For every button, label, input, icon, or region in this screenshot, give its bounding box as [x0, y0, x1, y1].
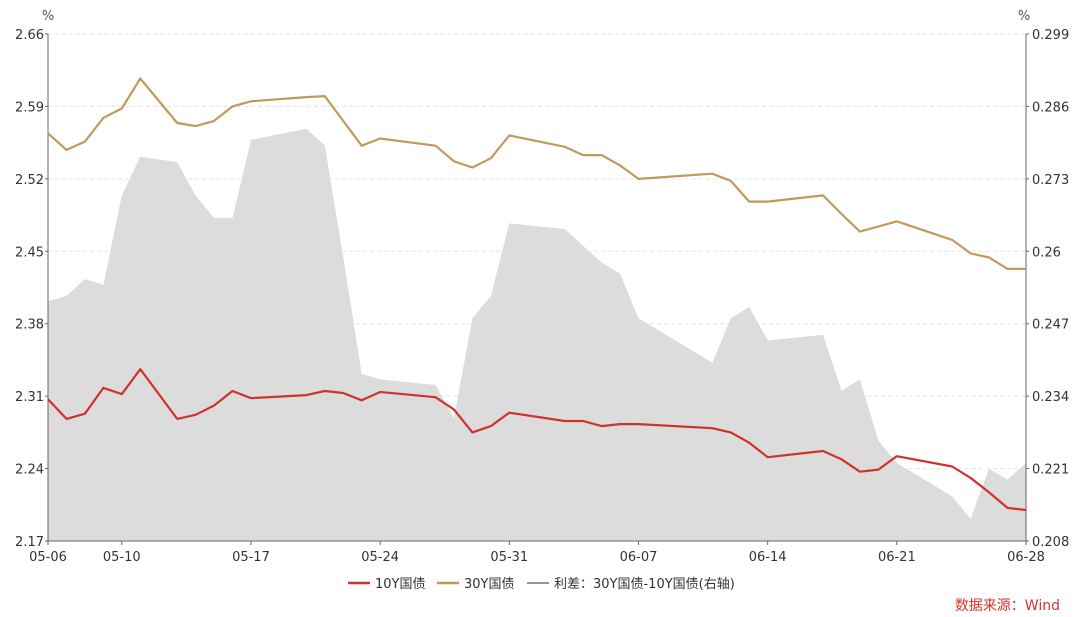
right-y-tick-label: 0.273 [1032, 173, 1069, 188]
spread-area-layer [48, 128, 1026, 541]
legend: 10Y国债 30Y国债 利差：30Y国债-10Y国债(右轴) [348, 577, 735, 592]
right-axis-unit: % [1018, 9, 1030, 24]
series-line [47, 368, 1027, 512]
x-tick-label: 05-17 [232, 550, 270, 565]
left-y-tick-label: 2.66 [15, 28, 44, 43]
left-y-tick-label: 2.24 [15, 463, 44, 478]
left-axis-unit: % [42, 9, 54, 24]
axes [45, 33, 1029, 545]
x-tick-label: 06-07 [620, 550, 658, 565]
right-y-tick-label: 0.247 [1032, 318, 1069, 333]
right-y-tick-label: 0.208 [1032, 535, 1069, 550]
x-tick-label: 05-06 [29, 550, 67, 565]
legend-label: 30Y国债 [464, 577, 514, 592]
x-tick-label: 05-10 [103, 550, 141, 565]
legend-label: 利差：30Y国债-10Y国债(右轴) [554, 577, 735, 592]
x-tick-label: 06-14 [749, 550, 787, 565]
yield-lines-layer [47, 77, 1027, 512]
left-y-tick-label: 2.38 [15, 318, 44, 333]
data-source-label: 数据来源：Wind [955, 598, 1060, 614]
series-line [47, 77, 1026, 270]
right-y-tick-label: 0.299 [1032, 28, 1069, 43]
left-y-tick-label: 2.17 [15, 535, 44, 550]
legend-label: 10Y国债 [375, 577, 425, 592]
left-y-tick-label: 2.59 [15, 100, 44, 115]
spread-area [48, 128, 1026, 541]
right-y-tick-label: 0.286 [1032, 100, 1069, 115]
right-y-tick-label: 0.221 [1032, 463, 1069, 478]
tick-labels: 2.66 0.299 2.59 0.286 2.52 0.273 2.45 0.26 2.38 0… [15, 9, 1069, 565]
left-y-tick-label: 2.31 [15, 390, 44, 405]
x-tick-label: 05-24 [361, 550, 399, 565]
right-y-tick-label: 0.234 [1032, 390, 1069, 405]
right-y-tick-label: 0.26 [1032, 245, 1061, 260]
left-y-tick-label: 2.45 [15, 245, 44, 260]
x-tick-label: 06-21 [878, 550, 916, 565]
x-tick-label: 05-31 [490, 550, 528, 565]
left-y-tick-label: 2.52 [15, 173, 44, 188]
x-tick-label: 06-28 [1007, 550, 1045, 565]
